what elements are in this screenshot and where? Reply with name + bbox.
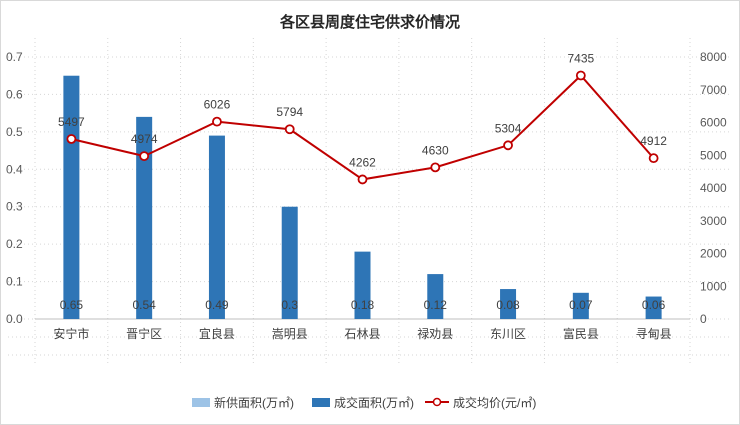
legend-swatch-price-point (432, 397, 442, 407)
price-point (357, 174, 368, 185)
x-tick-label: 安宁市 (53, 326, 89, 341)
y-right-tick-label: 8000 (700, 50, 727, 64)
x-tick-label: 嵩明县 (272, 327, 308, 341)
y-right-tick-label: 1000 (700, 279, 727, 293)
bar-value-label: 0.3 (281, 298, 298, 312)
price-value-label: 7435 (567, 52, 594, 66)
price-value-label: 4974 (131, 132, 158, 146)
x-tick-label: 宜良县 (199, 326, 235, 341)
axes: 0.0 0.1 0.2 0.3 0.4 0.5 0.6 0.7 0 1000 2000 3000 400… (6, 50, 727, 341)
legend-label-new-supply: 新供面积(万㎡) (214, 395, 294, 410)
y-left-tick-label: 0.7 (6, 50, 23, 64)
bar-deal-area (281, 206, 298, 319)
y-right-tick-label: 2000 (700, 247, 727, 261)
price-point (503, 140, 513, 151)
bar-deal-area (136, 116, 153, 319)
legend-label-deal-area: 成交面积(万㎡) (334, 395, 414, 410)
y-right-tick-label: 7000 (700, 83, 727, 97)
x-tick-label: 富民县 (563, 326, 599, 341)
bar-value-label: 0.18 (351, 298, 375, 312)
price-point (575, 70, 586, 81)
price-value-label: 4262 (349, 155, 376, 169)
chart-title: 各区县周度住宅供求价情况 (279, 13, 460, 31)
price-line (66, 70, 659, 185)
bar-deal-area (208, 135, 225, 319)
bar-value-label: 0.54 (132, 298, 156, 312)
price-value-label: 5497 (58, 115, 85, 129)
legend-swatch-deal-area (312, 398, 330, 407)
legend: 新供面积(万㎡) 成交面积(万㎡) 成交均价(元/㎡) (192, 395, 536, 410)
price-point (212, 116, 222, 127)
price-point (66, 134, 77, 144)
bar-deal-area (645, 296, 662, 319)
bar-deal-area (572, 292, 589, 319)
price-value-label: 4630 (422, 143, 449, 157)
price-point (284, 124, 295, 135)
y-left-tick-label: 0.3 (6, 200, 23, 214)
y-left-tick-label: 0.4 (6, 162, 23, 176)
y-left-tick-label: 0.1 (6, 275, 23, 289)
bar-value-label: 0.65 (60, 298, 84, 312)
x-tick-label: 石林县 (344, 327, 380, 341)
data-labels: 0.65 0.54 0.49 0.3 0.18 0.12 0.08 0.07 0.06 5497 4… (58, 52, 667, 312)
price-point (139, 151, 150, 162)
bars (63, 75, 662, 319)
bar-deal-area (500, 289, 517, 319)
x-tick-label: 寻甸县 (636, 327, 672, 341)
y-left-tick-label: 0.5 (6, 125, 23, 139)
grid-lines (8, 38, 732, 365)
y-right-tick-label: 4000 (700, 181, 727, 195)
price-point (430, 162, 441, 173)
bar-deal-area (354, 251, 371, 319)
y-right-tick-label: 5000 (700, 148, 727, 162)
x-tick-label: 禄劝县 (417, 326, 453, 341)
bar-value-label: 0.49 (205, 298, 229, 312)
y-right-tick-label: 6000 (700, 116, 727, 130)
price-value-label: 4912 (640, 134, 667, 148)
bar-value-label: 0.06 (642, 298, 666, 312)
bar-value-label: 0.08 (496, 298, 520, 312)
price-value-label: 5304 (495, 121, 522, 135)
legend-label-price: 成交均价(元/㎡) (453, 395, 536, 410)
y-right-tick-label: 3000 (700, 214, 727, 228)
bar-value-label: 0.07 (569, 298, 593, 312)
bar-value-label: 0.12 (424, 298, 448, 312)
price-value-label: 5794 (276, 105, 303, 119)
x-tick-label: 东川区 (490, 327, 526, 341)
y-right-tick-label: 0 (700, 312, 707, 326)
y-left-tick-label: 0.0 (6, 312, 23, 326)
price-value-label: 6026 (204, 98, 231, 112)
x-tick-label: 晋宁区 (126, 326, 162, 341)
y-left-tick-label: 0.6 (6, 87, 23, 101)
price-point (648, 153, 659, 164)
bar-deal-area (427, 274, 444, 319)
bar-deal-area (63, 75, 80, 319)
y-left-tick-label: 0.2 (6, 237, 23, 251)
legend-swatch-new-supply (192, 398, 210, 407)
